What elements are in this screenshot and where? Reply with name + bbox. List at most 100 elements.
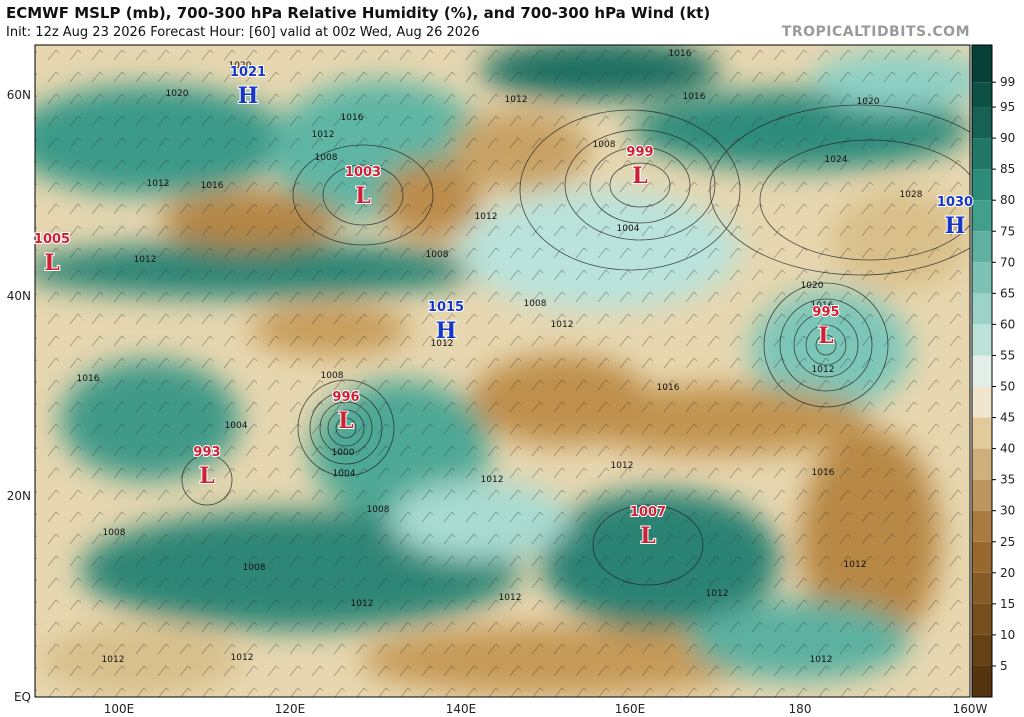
colorbar-segment <box>972 634 992 666</box>
isobar-label: 1004 <box>617 224 640 234</box>
isobar-label: 1008 <box>243 563 266 573</box>
center-letter: L <box>632 163 647 189</box>
isobar-label: 1012 <box>812 365 835 375</box>
colorbar-segment <box>972 200 992 232</box>
isobar-label: 1012 <box>475 212 498 222</box>
isobar-label: 1008 <box>103 528 126 538</box>
colorbar-segment <box>972 231 992 263</box>
isobar-label: 1012 <box>505 95 528 105</box>
isobar-label: 1020 <box>166 89 189 99</box>
center-letter: H <box>436 318 457 344</box>
colorbar-segment <box>972 82 992 108</box>
isobar-label: 1016 <box>812 468 835 478</box>
colorbar-label: 20 <box>1000 566 1015 580</box>
isobar-label: 1024 <box>825 155 848 165</box>
colorbar-label: 60 <box>1000 317 1015 331</box>
colorbar-segment <box>972 665 992 697</box>
isobar-label: 1020 <box>229 61 252 71</box>
colorbar-label: 10 <box>1000 628 1015 642</box>
colorbar-label: 25 <box>1000 535 1015 549</box>
isobar-label: 1008 <box>315 153 338 163</box>
colorbar-label: 75 <box>1000 224 1015 238</box>
isobar-label: 1008 <box>367 505 390 515</box>
isobar-label: 1012 <box>499 593 522 603</box>
isobar-label: 1016 <box>669 49 692 59</box>
isobar-label: 1016 <box>811 301 834 311</box>
colorbar-label: 85 <box>1000 162 1015 176</box>
colorbar-label: 65 <box>1000 286 1015 300</box>
colorbar-label: 35 <box>1000 473 1015 487</box>
center-value: 999 <box>626 145 653 160</box>
colorbar-segment <box>972 355 992 387</box>
lat-label: 40N <box>7 289 31 303</box>
colorbar-label: 50 <box>1000 380 1015 394</box>
colorbar-label: 45 <box>1000 411 1015 425</box>
center-letter: L <box>199 463 214 489</box>
isobar-label: 1028 <box>900 190 923 200</box>
isobar-label: 1012 <box>551 320 574 330</box>
isobar-label: 1012 <box>810 655 833 665</box>
map-frame <box>34 44 971 698</box>
colorbar-segment <box>972 169 992 201</box>
isobar-label: 1012 <box>134 255 157 265</box>
isobar-label: 1008 <box>426 250 449 260</box>
lon-label: 120E <box>275 702 306 716</box>
isobar-label: 1020 <box>801 281 824 291</box>
title: ECMWF MSLP (mb), 700-300 hPa Relative Hu… <box>6 4 711 22</box>
isobar-label: 1012 <box>102 655 125 665</box>
isobar-label: 1012 <box>312 130 335 140</box>
lon-label: 160E <box>615 702 646 716</box>
center-letter: H <box>238 83 259 109</box>
colorbar-label: 40 <box>1000 442 1015 456</box>
center-value: 1003 <box>345 165 381 180</box>
isobar-label: 1012 <box>481 475 504 485</box>
lat-label: 60N <box>7 88 31 102</box>
colorbar: 99 95 90 85 80 75 70 65 60 55 50 45 40 35 30 25 20 15 10 5 <box>971 44 1015 698</box>
isobar-label: 1012 <box>147 179 170 189</box>
center-letter: L <box>338 408 353 434</box>
center-value: 995 <box>812 305 839 320</box>
colorbar-label: 70 <box>1000 255 1015 269</box>
lon-label: 140E <box>446 702 477 716</box>
center-value: 1005 <box>34 232 70 247</box>
isobar-label: 1008 <box>524 299 547 309</box>
colorbar-segment <box>972 603 992 635</box>
colorbar-label: 5 <box>1000 659 1008 673</box>
isobar-label: 1016 <box>201 181 224 191</box>
isobar-label: 1000 <box>332 448 355 458</box>
isobar-label: 1012 <box>844 560 867 570</box>
center-letter: H <box>945 213 966 239</box>
center-letter: L <box>818 323 833 349</box>
lon-label: 180 <box>789 702 812 716</box>
center-value: 996 <box>332 390 359 405</box>
colorbar-segment <box>972 479 992 511</box>
center-letter: L <box>44 250 59 276</box>
isobar-label: 1012 <box>351 599 374 609</box>
isobar-label: 1020 <box>857 97 880 107</box>
colorbar-segment <box>972 510 992 542</box>
colorbar-segment <box>972 386 992 418</box>
center-value: 1007 <box>630 505 666 520</box>
isobar-label: 1012 <box>706 589 729 599</box>
isobar-label: 1008 <box>321 371 344 381</box>
colorbar-segment <box>972 262 992 294</box>
center-value: 993 <box>193 445 220 460</box>
center-value: 1015 <box>428 300 464 315</box>
lon-label: 100E <box>104 702 135 716</box>
colorbar-segment <box>972 107 992 139</box>
lon-label: 160W <box>953 702 988 716</box>
colorbar-frame <box>971 44 993 698</box>
center-letter: L <box>355 183 370 209</box>
isobar-label: 1004 <box>333 469 356 479</box>
colorbar-label: 80 <box>1000 193 1015 207</box>
colorbar-label: 55 <box>1000 348 1015 362</box>
colorbar-segment <box>972 138 992 170</box>
isobar-label: 1004 <box>225 421 248 431</box>
humidity-field <box>35 45 970 697</box>
isobar-label: 1016 <box>77 374 100 384</box>
isobar-label: 1016 <box>657 383 680 393</box>
colorbar-segment <box>972 417 992 449</box>
colorbar-label: 30 <box>1000 504 1015 518</box>
